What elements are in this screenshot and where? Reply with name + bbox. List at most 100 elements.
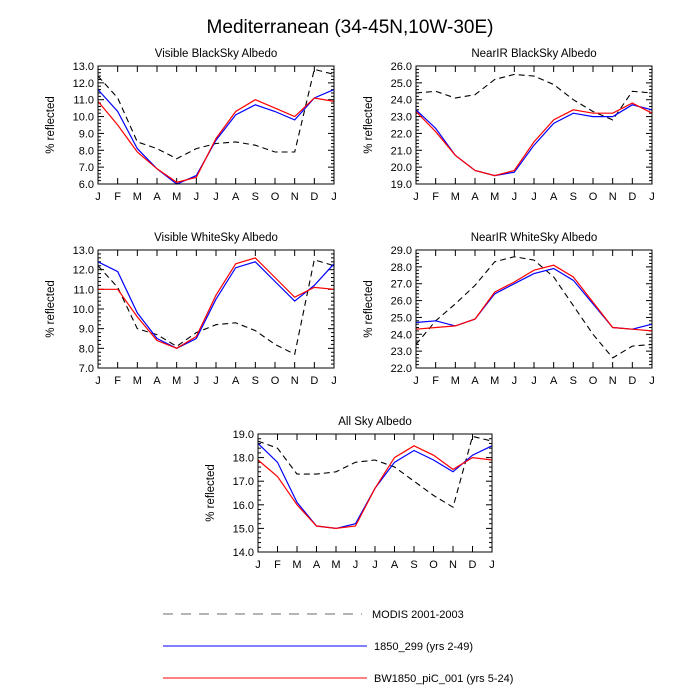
x-tick-label: J <box>194 191 200 203</box>
x-tick-label: N <box>609 191 617 203</box>
x-tick-label: M <box>331 559 340 571</box>
x-tick-label: D <box>469 559 477 571</box>
x-tick-label: J <box>255 559 261 571</box>
x-tick-label: N <box>449 559 457 571</box>
y-tick-label: 19.0 <box>233 429 254 441</box>
y-axis-label: % reflected <box>205 464 217 522</box>
plot-frame <box>97 65 335 185</box>
x-tick-label: J <box>331 375 337 387</box>
x-tick-label: F <box>114 191 121 203</box>
y-tick-label: 26.0 <box>391 61 412 73</box>
y-tick-label: 13.0 <box>73 61 94 73</box>
y-tick-label: 13.0 <box>73 245 94 257</box>
y-tick-label: 25.0 <box>391 312 412 324</box>
series-line-run1 <box>415 267 653 330</box>
chart-panel-4: NearIR WhiteSky Albedo % reflected 22.0 23.… <box>363 232 655 387</box>
x-tick-label: M <box>292 559 301 571</box>
series-line-modis <box>257 435 493 509</box>
x-tick-label: A <box>471 191 479 203</box>
series-line-run2 <box>415 102 653 177</box>
x-tick-label: J <box>531 191 537 203</box>
panel-title: NearIR WhiteSky Albedo <box>471 232 598 244</box>
series-line-run2 <box>97 97 335 183</box>
y-tick-label: 9.0 <box>79 324 94 336</box>
x-tick-label: A <box>391 559 399 571</box>
x-tick-label: J <box>353 559 359 571</box>
x-tick-label: M <box>490 191 499 203</box>
y-tick-label: 27.0 <box>391 279 412 291</box>
x-tick-label: M <box>451 375 460 387</box>
x-tick-label: J <box>194 375 200 387</box>
y-tick-label: 6.0 <box>79 179 94 191</box>
x-tick-label: J <box>649 375 655 387</box>
x-tick-label: N <box>291 375 299 387</box>
y-axis-label: % reflected <box>45 96 57 154</box>
y-tick-label: 8.0 <box>79 343 94 355</box>
x-tick-label: F <box>432 191 439 203</box>
legend-label-run2: BW1850_piC_001 (yrs 5-24) <box>374 673 513 685</box>
x-tick-label: A <box>153 375 161 387</box>
y-tick-label: 12.0 <box>73 265 94 277</box>
y-tick-label: 24.0 <box>391 95 412 107</box>
plot-frame <box>415 65 653 185</box>
x-tick-label: N <box>609 375 617 387</box>
x-tick-label: J <box>413 375 419 387</box>
x-tick-label: N <box>291 191 299 203</box>
panel-title: NearIR BlackSky Albedo <box>471 48 596 60</box>
x-tick-label: F <box>274 559 281 571</box>
x-tick-label: J <box>95 191 101 203</box>
x-tick-label: J <box>213 375 219 387</box>
y-axis-label: % reflected <box>363 96 375 154</box>
y-tick-label: 11.0 <box>73 95 94 107</box>
x-tick-label: A <box>232 191 240 203</box>
y-axis-label: % reflected <box>45 280 57 338</box>
y-tick-label: 7.0 <box>79 363 94 375</box>
plot-frame <box>415 249 653 369</box>
x-tick-label: S <box>570 375 577 387</box>
x-tick-label: O <box>271 375 280 387</box>
legend: MODIS 2001-2003 1850_299 (yrs 2-49) BW18… <box>163 609 513 685</box>
legend-label-modis: MODIS 2001-2003 <box>372 609 464 621</box>
x-tick-label: A <box>232 375 240 387</box>
y-tick-label: 28.0 <box>391 262 412 274</box>
panel-title: Visible BlackSky Albedo <box>155 48 278 60</box>
series-line-modis <box>415 256 653 359</box>
y-tick-label: 23.0 <box>391 346 412 358</box>
y-tick-label: 19.0 <box>391 179 412 191</box>
x-tick-label: F <box>114 375 121 387</box>
x-tick-label: M <box>172 191 181 203</box>
x-tick-label: J <box>413 191 419 203</box>
plot-frame <box>257 433 493 553</box>
chart-panel-1: Visible BlackSky Albedo % reflected 6.0 7.0… <box>45 48 337 203</box>
x-tick-label: D <box>628 375 636 387</box>
x-tick-label: J <box>489 559 495 571</box>
y-tick-label: 26.0 <box>391 296 412 308</box>
y-tick-label: 8.0 <box>79 145 94 157</box>
x-tick-label: A <box>153 191 161 203</box>
x-tick-label: O <box>429 559 438 571</box>
y-tick-label: 18.0 <box>233 453 254 465</box>
y-tick-label: 25.0 <box>391 78 412 90</box>
chart-panel-3: Visible WhiteSky Albedo % reflected 7.0 8.0… <box>45 232 337 387</box>
y-tick-label: 10.0 <box>73 304 94 316</box>
x-tick-label: O <box>271 191 280 203</box>
series-line-run2 <box>257 445 493 530</box>
y-tick-label: 22.0 <box>391 128 412 140</box>
x-tick-label: S <box>252 375 259 387</box>
x-tick-label: O <box>589 191 598 203</box>
x-tick-label: J <box>331 191 337 203</box>
series-line-run1 <box>257 442 493 530</box>
y-tick-label: 29.0 <box>391 245 412 257</box>
series-line-run1 <box>97 261 335 349</box>
series-line-run1 <box>415 104 653 177</box>
y-tick-label: 14.0 <box>233 547 254 559</box>
x-tick-label: J <box>512 191 518 203</box>
y-tick-label: 15.0 <box>233 523 254 535</box>
series-line-modis <box>97 259 335 356</box>
x-tick-label: J <box>213 191 219 203</box>
y-tick-label: 20.0 <box>391 162 412 174</box>
y-tick-label: 23.0 <box>391 112 412 124</box>
y-tick-label: 21.0 <box>391 145 412 157</box>
plot-frame <box>97 249 335 369</box>
